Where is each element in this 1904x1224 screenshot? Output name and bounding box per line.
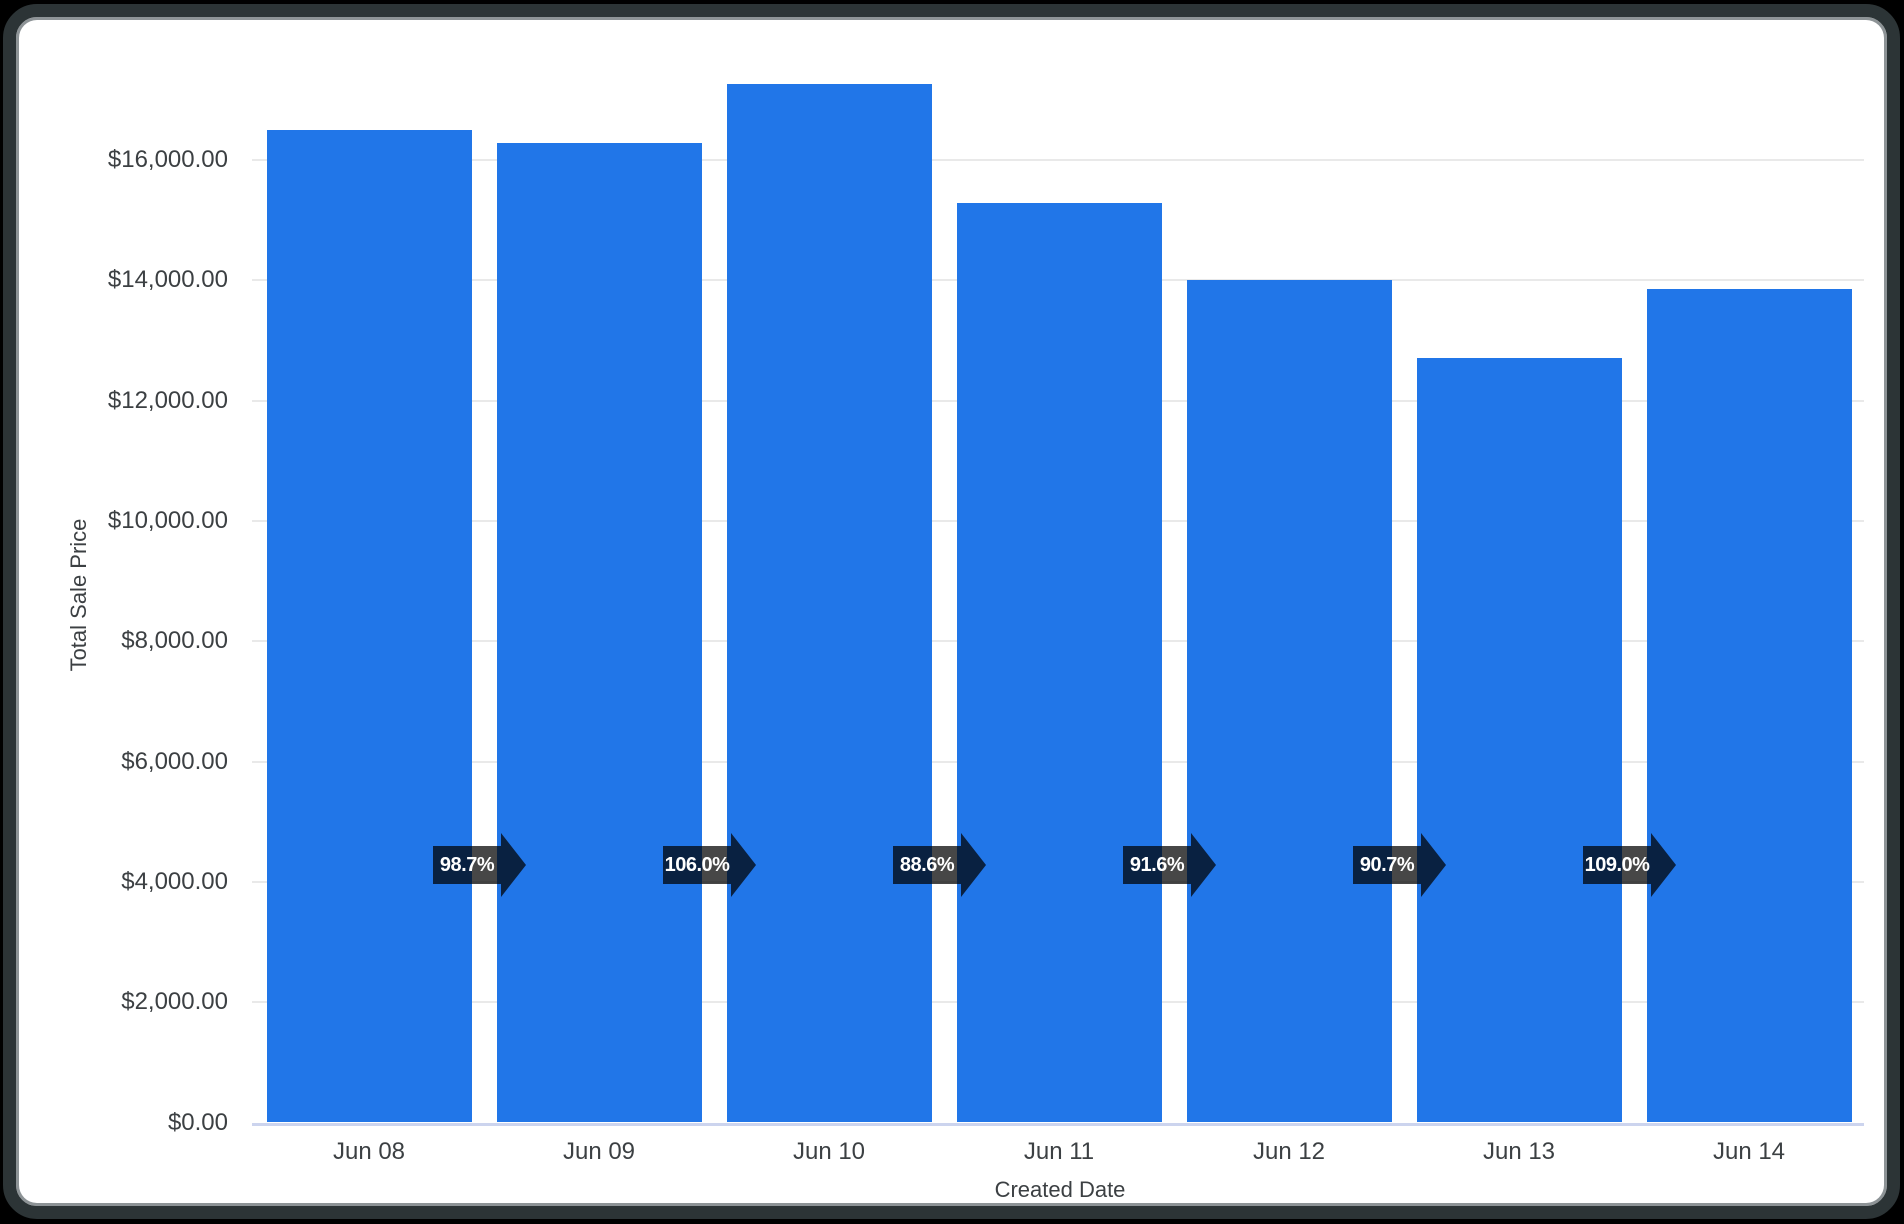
pct-change-arrow: 91.6%: [1123, 833, 1216, 897]
bar[interactable]: [1187, 279, 1392, 1123]
x-tick-label: Jun 09: [562, 1138, 636, 1165]
y-gridline: [252, 159, 1864, 162]
y-tick-label: $8,000.00: [121, 627, 228, 655]
arrow-head-icon: [1191, 833, 1216, 897]
pct-change-arrow-body: 91.6%: [1123, 846, 1191, 884]
bar[interactable]: [1417, 358, 1622, 1123]
arrow-head-icon: [1651, 833, 1676, 897]
y-tick-label: $12,000.00: [107, 386, 228, 414]
x-axis-title: Created Date: [994, 1177, 1126, 1202]
y-tick-label: $4,000.00: [121, 867, 228, 895]
pct-change-arrow: 109.0%: [1583, 833, 1676, 897]
arrow-head-icon: [501, 833, 526, 897]
bar[interactable]: [267, 130, 472, 1123]
pct-change-arrow-body: 106.0%: [663, 846, 731, 884]
arrow-head-icon: [961, 833, 986, 897]
pct-change-arrow: 106.0%: [663, 833, 756, 897]
pct-change-arrow-body: 90.7%: [1353, 846, 1421, 884]
arrow-head-icon: [1421, 833, 1446, 897]
pct-change-arrow-body: 109.0%: [1583, 846, 1651, 884]
pct-change-label: 88.6%: [899, 853, 955, 876]
pct-change-label: 98.7%: [439, 853, 495, 876]
y-tick-label: $0.00: [167, 1108, 228, 1136]
x-tick-label: Jun 13: [1482, 1138, 1556, 1165]
y-tick-label: $16,000.00: [107, 146, 228, 174]
x-tick-label: Jun 11: [1023, 1138, 1095, 1165]
pct-change-arrow-body: 98.7%: [433, 846, 501, 884]
x-tick-label: Jun 08: [332, 1138, 406, 1165]
bar[interactable]: [957, 202, 1162, 1123]
bar[interactable]: [497, 142, 702, 1123]
arrow-head-icon: [731, 833, 756, 897]
plot-area: Total Sale Price Created Date $0.00 $2,00…: [16, 17, 1887, 1206]
pct-change-arrow: 98.7%: [433, 833, 526, 897]
y-tick-label: $14,000.00: [107, 266, 228, 294]
pct-change-arrow-body: 88.6%: [893, 846, 961, 884]
pct-change-label: 91.6%: [1129, 853, 1185, 876]
zero-gridline: [252, 1122, 1864, 1126]
pct-change-arrow: 90.7%: [1353, 833, 1446, 897]
y-tick-label: $10,000.00: [107, 507, 228, 534]
pct-change-label: 90.7%: [1359, 853, 1415, 876]
pct-change-label: 106.0%: [664, 853, 730, 876]
bar[interactable]: [727, 84, 932, 1123]
pct-change-label: 109.0%: [1584, 853, 1650, 876]
x-tick-label: Jun 12: [1252, 1138, 1326, 1165]
x-tick-label: Jun 14: [1712, 1138, 1786, 1165]
bar[interactable]: [1647, 289, 1852, 1123]
y-tick-label: $2,000.00: [121, 988, 228, 1016]
chart-card: Total Sale Price Created Date $0.00 $2,00…: [3, 4, 1900, 1219]
pct-change-arrow: 88.6%: [893, 833, 986, 897]
y-tick-label: $6,000.00: [121, 747, 228, 775]
x-tick-label: Jun 10: [792, 1138, 866, 1165]
